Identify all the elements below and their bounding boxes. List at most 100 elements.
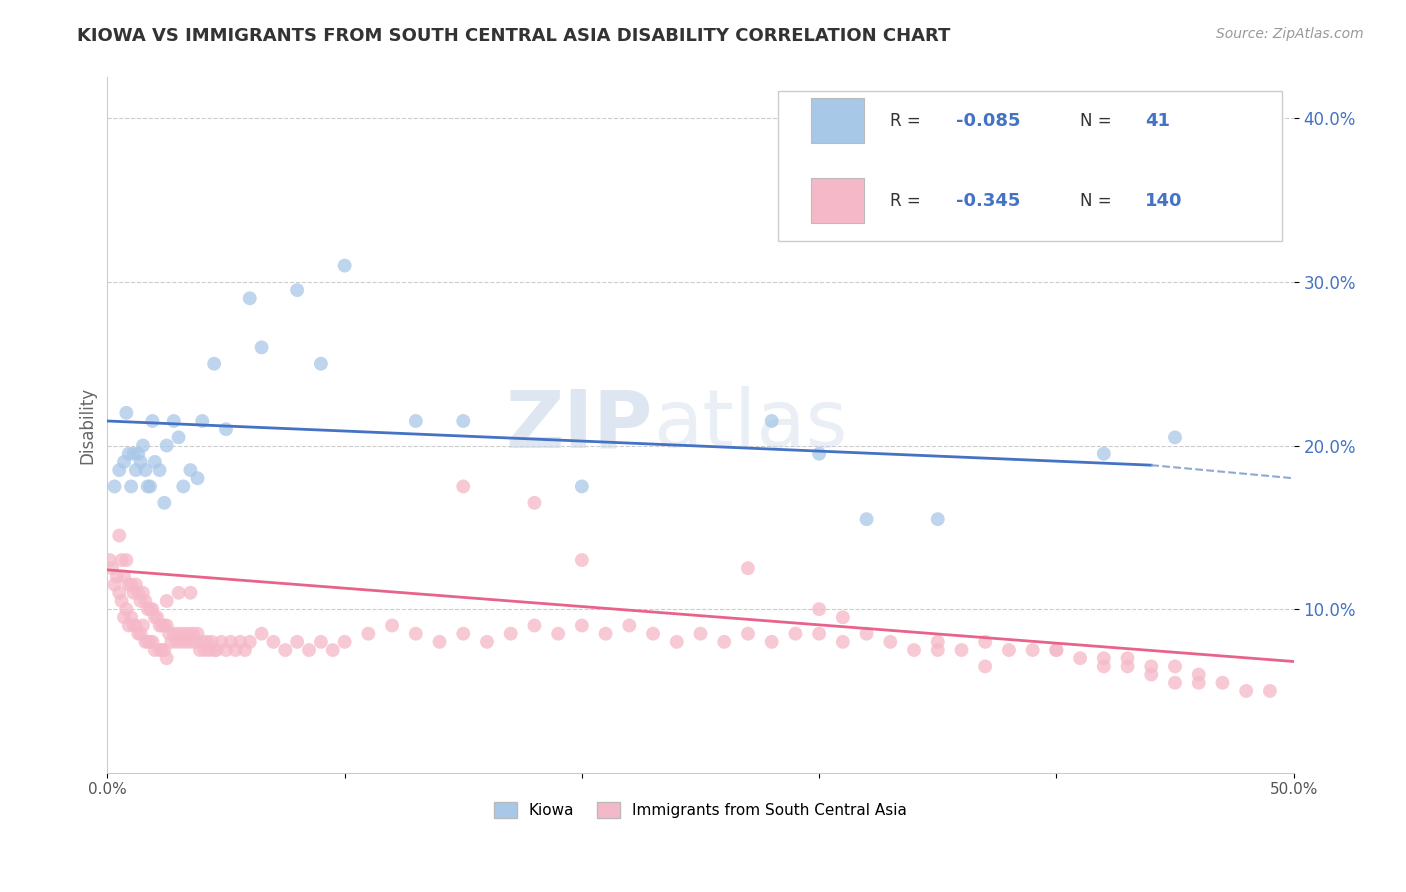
Point (125, 577, 148, 591)
Text: 140: 140 (1146, 192, 1182, 211)
Point (239, 291, 262, 305)
Point (118, 447, 141, 461)
Point (808, 447, 831, 461)
Point (322, 643, 344, 657)
Point (184, 635, 207, 649)
Text: KIOWA VS IMMIGRANTS FROM SOUTH CENTRAL ASIA DISABILITY CORRELATION CHART: KIOWA VS IMMIGRANTS FROM SOUTH CENTRAL A… (77, 27, 950, 45)
Point (1021, 643, 1043, 657)
Point (1164, 675, 1187, 690)
Point (195, 635, 218, 649)
Point (139, 602, 162, 616)
Point (1188, 675, 1211, 690)
Point (1234, 684, 1257, 698)
Point (136, 479, 159, 493)
Point (523, 618, 546, 632)
Point (105, 569, 128, 583)
Point (1258, 684, 1281, 698)
Point (115, 406, 138, 420)
Point (239, 635, 262, 649)
Point (927, 635, 949, 649)
Point (405, 626, 427, 640)
Point (122, 618, 145, 632)
Point (761, 635, 783, 649)
Point (903, 643, 925, 657)
Point (1116, 659, 1139, 673)
Point (274, 643, 297, 657)
Point (191, 414, 214, 428)
Point (194, 643, 217, 657)
Point (737, 626, 759, 640)
Point (309, 357, 332, 371)
Point (141, 602, 163, 616)
FancyBboxPatch shape (811, 178, 865, 224)
Point (974, 635, 997, 649)
Point (148, 643, 170, 657)
FancyBboxPatch shape (778, 91, 1282, 241)
Point (136, 602, 159, 616)
Point (1045, 643, 1067, 657)
Point (108, 463, 131, 477)
Point (1188, 667, 1211, 681)
Point (148, 463, 170, 477)
Point (186, 626, 208, 640)
Point (172, 479, 194, 493)
Point (167, 430, 190, 444)
Point (153, 643, 176, 657)
Point (110, 594, 132, 608)
Point (198, 643, 221, 657)
Point (523, 496, 546, 510)
Point (146, 610, 169, 624)
Point (619, 618, 641, 632)
Point (129, 626, 152, 640)
Point (855, 626, 877, 640)
Point (737, 561, 759, 575)
Point (381, 618, 404, 632)
Point (250, 626, 273, 640)
Point (451, 414, 474, 428)
Point (298, 643, 321, 657)
Point (134, 463, 156, 477)
Point (1116, 651, 1139, 665)
Point (451, 479, 474, 493)
Point (641, 626, 664, 640)
Point (179, 635, 201, 649)
Point (156, 651, 179, 665)
Text: N =: N = (1080, 112, 1116, 130)
Point (150, 618, 173, 632)
Point (1092, 651, 1115, 665)
Point (101, 561, 124, 575)
Point (1092, 447, 1115, 461)
Point (205, 643, 228, 657)
Point (215, 643, 238, 657)
Point (179, 586, 201, 600)
Point (170, 635, 193, 649)
Point (174, 635, 197, 649)
Point (1140, 667, 1163, 681)
Point (143, 643, 166, 657)
Point (713, 635, 735, 649)
Point (191, 635, 214, 649)
FancyBboxPatch shape (811, 98, 865, 144)
Point (165, 635, 187, 649)
Point (122, 447, 145, 461)
Point (122, 586, 145, 600)
Point (831, 635, 853, 649)
Point (118, 618, 141, 632)
Legend: Kiowa, Immigrants from South Central Asia: Kiowa, Immigrants from South Central Asi… (488, 796, 914, 824)
Point (129, 455, 152, 469)
Point (167, 586, 190, 600)
Point (475, 635, 498, 649)
Point (202, 357, 225, 371)
Point (127, 447, 149, 461)
Point (132, 586, 155, 600)
Point (134, 594, 156, 608)
Point (927, 643, 949, 657)
Point (132, 618, 155, 632)
Point (1069, 651, 1091, 665)
Point (250, 340, 273, 354)
Point (125, 463, 148, 477)
Point (405, 414, 427, 428)
Point (112, 455, 135, 469)
Point (831, 610, 853, 624)
Point (785, 626, 807, 640)
